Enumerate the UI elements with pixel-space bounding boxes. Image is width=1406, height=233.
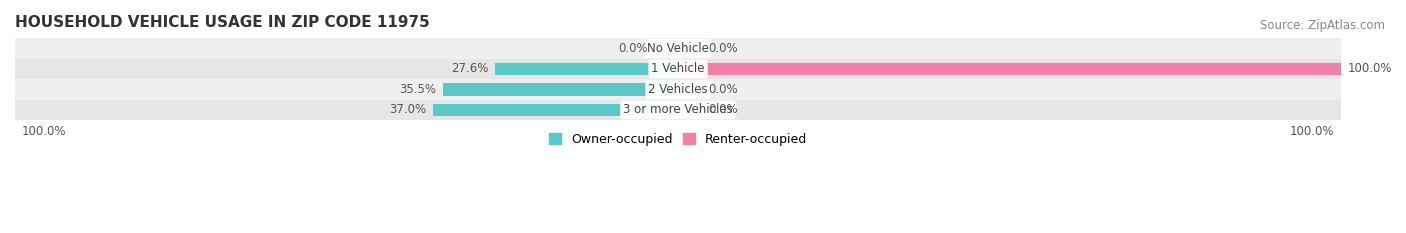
- Text: 0.0%: 0.0%: [707, 42, 738, 55]
- Bar: [433, 104, 678, 116]
- Bar: [678, 42, 702, 55]
- Bar: [678, 62, 1341, 75]
- Bar: [15, 59, 1341, 79]
- Text: 0.0%: 0.0%: [619, 42, 648, 55]
- Bar: [15, 79, 1341, 100]
- Text: No Vehicle: No Vehicle: [647, 42, 709, 55]
- Text: 0.0%: 0.0%: [707, 103, 738, 116]
- Bar: [495, 62, 678, 75]
- Text: 27.6%: 27.6%: [451, 62, 488, 75]
- Text: 2 Vehicles: 2 Vehicles: [648, 83, 707, 96]
- Text: 100.0%: 100.0%: [21, 125, 66, 138]
- Bar: [15, 38, 1341, 59]
- Bar: [678, 104, 702, 116]
- Text: 0.0%: 0.0%: [707, 83, 738, 96]
- Bar: [443, 83, 678, 96]
- Text: 35.5%: 35.5%: [399, 83, 436, 96]
- Text: 3 or more Vehicles: 3 or more Vehicles: [623, 103, 733, 116]
- Text: Source: ZipAtlas.com: Source: ZipAtlas.com: [1260, 19, 1385, 32]
- Text: 1 Vehicle: 1 Vehicle: [651, 62, 704, 75]
- Bar: [15, 100, 1341, 120]
- Text: 100.0%: 100.0%: [1348, 62, 1392, 75]
- Text: 37.0%: 37.0%: [389, 103, 426, 116]
- Text: 100.0%: 100.0%: [1289, 125, 1334, 138]
- Text: HOUSEHOLD VEHICLE USAGE IN ZIP CODE 11975: HOUSEHOLD VEHICLE USAGE IN ZIP CODE 1197…: [15, 15, 430, 30]
- Bar: [678, 83, 702, 96]
- Legend: Owner-occupied, Renter-occupied: Owner-occupied, Renter-occupied: [544, 128, 813, 151]
- Bar: [655, 42, 678, 55]
